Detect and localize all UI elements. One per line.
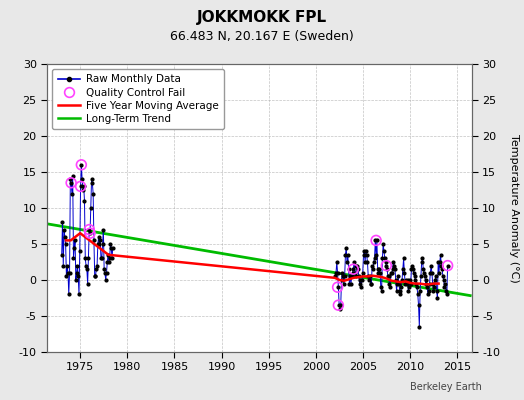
Point bbox=[77, 162, 85, 168]
Point bbox=[382, 262, 390, 269]
Point bbox=[85, 226, 93, 233]
Point bbox=[333, 284, 342, 290]
Legend: Raw Monthly Data, Quality Control Fail, Five Year Moving Average, Long-Term Tren: Raw Monthly Data, Quality Control Fail, … bbox=[52, 69, 224, 129]
Y-axis label: Temperature Anomaly (°C): Temperature Anomaly (°C) bbox=[509, 134, 519, 282]
Point bbox=[86, 230, 94, 236]
Point bbox=[349, 266, 357, 272]
Point bbox=[372, 237, 380, 244]
Point bbox=[67, 180, 75, 186]
Text: 66.483 N, 20.167 E (Sweden): 66.483 N, 20.167 E (Sweden) bbox=[170, 30, 354, 43]
Point bbox=[334, 302, 343, 308]
Text: Berkeley Earth: Berkeley Earth bbox=[410, 382, 482, 392]
Point bbox=[77, 183, 85, 190]
Text: JOKKMOKK FPL: JOKKMOKK FPL bbox=[197, 10, 327, 25]
Point bbox=[443, 262, 452, 269]
